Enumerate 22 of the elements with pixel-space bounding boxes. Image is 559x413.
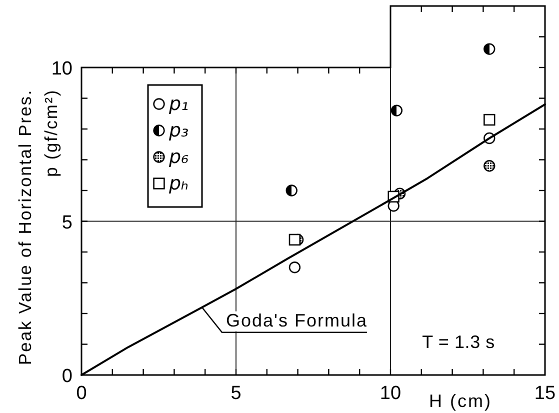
x-tick-label: 15: [534, 383, 556, 404]
x-tick-label: 0: [76, 383, 87, 404]
point: [286, 184, 298, 196]
point: [484, 114, 496, 126]
legend-label: p₁: [168, 93, 189, 115]
annotation: Goda's Formula: [226, 310, 368, 330]
x-axis-title: H (cm): [429, 391, 492, 411]
point: [484, 160, 496, 172]
point: [390, 104, 403, 116]
x-tick-label: 5: [230, 383, 242, 404]
y-tick-label: 10: [51, 58, 72, 80]
annotation: T = 1.3 s: [422, 332, 495, 352]
legend-label: pₕ: [168, 172, 189, 194]
y-axis-title: Peak Value of Horizontal Pres. p (gf/cm²): [15, 89, 61, 366]
legend-label: p₃: [168, 120, 189, 142]
point: [288, 262, 301, 274]
legend-label: p₆: [168, 146, 190, 168]
y-tick-label: 5: [62, 212, 72, 234]
point: [288, 234, 301, 246]
y-tick-label: 0: [62, 366, 72, 387]
x-tick-label: 10: [380, 383, 402, 404]
point: [484, 43, 496, 55]
